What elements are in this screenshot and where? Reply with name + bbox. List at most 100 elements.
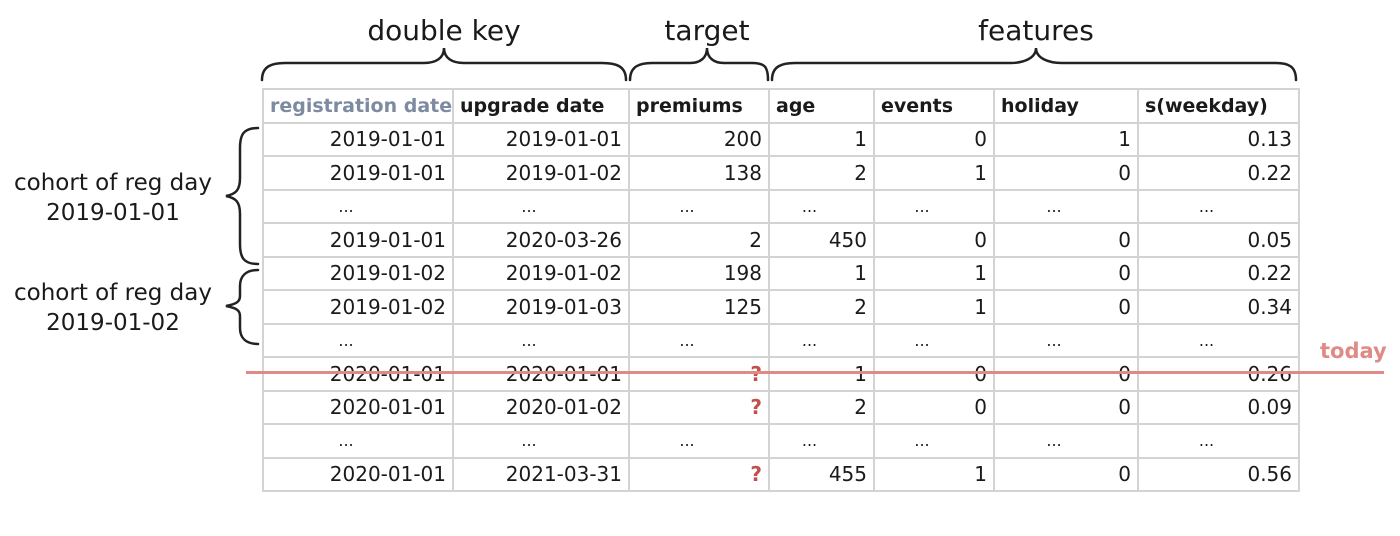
table-row: 2020-01-01 2020-01-02? 2 0 0 0.09 [262,389,1300,425]
table-row: ..................... [262,423,1300,459]
cell-holiday: 0 [993,456,1139,492]
cell-weekday-effect: 0.09 [1137,389,1300,425]
table-row: ..................... [262,322,1300,358]
cohort-label-2: cohort of reg day 2019-01-02 [0,278,226,338]
cell-holiday: 0 [993,222,1139,258]
cell-premiums: 2 [628,222,770,258]
cell-age: 1 [768,255,875,291]
cell-premiums: 198 [628,255,770,291]
cell-premiums: 125 [628,289,770,325]
today-divider-line [246,371,1384,374]
cell-upgrade-date: 2019-01-01 [452,121,630,157]
cell-registration-date: ... [262,188,454,224]
cell-events: ... [873,322,995,358]
target-brace [628,47,770,82]
cohort-label-1-date: 2019-01-01 [46,200,180,226]
cell-weekday-effect: ... [1137,423,1300,459]
cell-premiums: ? [628,389,770,425]
header-upgrade-date: upgrade date [452,88,630,124]
cohort-label-1-title: cohort of reg day [14,170,212,196]
cell-weekday-effect: 0.22 [1137,155,1300,191]
cell-holiday: ... [993,423,1139,459]
cohort-data-table: registration date upgrade date premiums … [262,88,1300,492]
table-row: 2019-01-01 2020-03-26 2 450 0 0 0.05 [262,222,1300,258]
cell-registration-date: ... [262,322,454,358]
cell-upgrade-date: 2020-03-26 [452,222,630,258]
cell-weekday-effect: ... [1137,188,1300,224]
table-row: 2019-01-02 2019-01-02 198 1 1 0 0.22 [262,255,1300,291]
cell-age: 450 [768,222,875,258]
header-events: events [873,88,995,124]
table-row: 2020-01-01 2021-03-31? 455 1 0 0.56 [262,456,1300,492]
features-brace [770,47,1298,82]
cell-weekday-effect: 0.34 [1137,289,1300,325]
cell-age: 2 [768,289,875,325]
cell-registration-date: ... [262,423,454,459]
header-premiums: premiums [628,88,770,124]
cell-upgrade-date: 2019-01-03 [452,289,630,325]
cell-upgrade-date: 2020-01-02 [452,389,630,425]
cell-events: 0 [873,389,995,425]
cell-holiday: 0 [993,155,1139,191]
cell-registration-date: 2019-01-02 [262,255,454,291]
cell-upgrade-date: ... [452,188,630,224]
cell-registration-date: 2019-01-01 [262,121,454,157]
cell-upgrade-date: ... [452,423,630,459]
cell-upgrade-date: 2021-03-31 [452,456,630,492]
group-label-target: target [664,14,750,47]
header-age: age [768,88,875,124]
cell-weekday-effect: 0.22 [1137,255,1300,291]
cell-holiday: 0 [993,255,1139,291]
cell-age: 2 [768,155,875,191]
key-brace [260,47,628,82]
cell-premiums: ... [628,423,770,459]
cell-holiday: 0 [993,289,1139,325]
cell-premiums: ... [628,188,770,224]
cell-upgrade-date: 2019-01-02 [452,155,630,191]
cell-registration-date: 2019-01-01 [262,222,454,258]
cell-events: ... [873,423,995,459]
cell-age: 2 [768,389,875,425]
cohort-brace-2 [225,268,260,346]
table-body: 2019-01-01 2019-01-01 200 1 0 1 0.13 2019-01-01… [262,121,1300,492]
cell-events: 1 [873,255,995,291]
cell-events: 1 [873,155,995,191]
table-row: ..................... [262,188,1300,224]
cell-age: ... [768,423,875,459]
today-label: today [1320,339,1387,363]
cell-registration-date: 2020-01-01 [262,389,454,425]
cell-events: 0 [873,121,995,157]
cell-holiday: ... [993,188,1139,224]
table-row: 2019-01-01 2019-01-01 200 1 0 1 0.13 [262,121,1300,157]
cell-holiday: ... [993,322,1139,358]
header-holiday: holiday [993,88,1139,124]
cohort-label-2-date: 2019-01-02 [46,310,180,336]
group-label-features: features [978,14,1094,47]
cell-upgrade-date: 2019-01-02 [452,255,630,291]
table-row: 2019-01-01 2019-01-02 138 2 1 0 0.22 [262,155,1300,191]
cohort-label-2-title: cohort of reg day [14,280,212,306]
cohort-label-1: cohort of reg day 2019-01-01 [0,168,226,228]
cell-registration-date: 2019-01-02 [262,289,454,325]
cell-events: 1 [873,456,995,492]
cell-weekday-effect: 0.13 [1137,121,1300,157]
cell-events: 1 [873,289,995,325]
cell-registration-date: 2020-01-01 [262,456,454,492]
cell-weekday-effect: 0.05 [1137,222,1300,258]
cohort-brace-1 [225,126,260,266]
cell-age: ... [768,188,875,224]
cell-premiums: ? [628,456,770,492]
cell-premiums: ... [628,322,770,358]
table-row: 2019-01-02 2019-01-03 125 2 1 0 0.34 [262,289,1300,325]
header-weekday-effect: s(weekday) [1137,88,1300,124]
cell-weekday-effect: 0.56 [1137,456,1300,492]
cell-age: 455 [768,456,875,492]
cell-registration-date: 2019-01-01 [262,155,454,191]
cell-weekday-effect: ... [1137,322,1300,358]
cell-events: 0 [873,222,995,258]
header-registration-date: registration date [262,88,454,124]
group-label-key: double key [367,14,521,47]
cell-holiday: 0 [993,389,1139,425]
cell-premiums: 138 [628,155,770,191]
